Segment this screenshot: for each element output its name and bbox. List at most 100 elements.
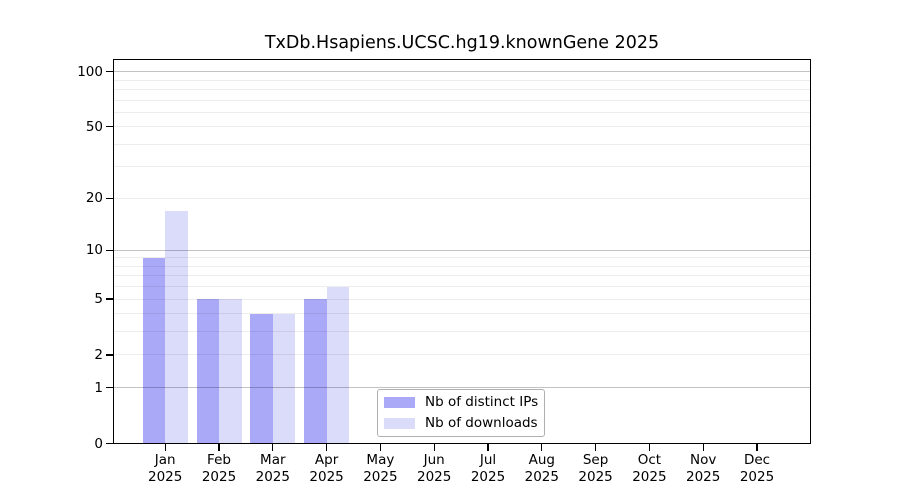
x-tick-mark [325,443,328,451]
major-gridline-100 [113,71,811,73]
x-tick-label-apr: Apr 2025 [291,452,363,487]
y-tick-label-0: 0 [94,435,103,452]
legend-swatch-distinct-ips [384,397,415,408]
minor-gridline-8 [113,265,811,267]
x-tick-year: 2025 [524,469,559,485]
legend-item-downloads: Nb of downloads [384,415,538,432]
x-tick-month: Dec [743,451,771,468]
legend-label-distinct-ips: Nb of distinct IPs [425,394,539,410]
y-tick-mark [106,197,113,199]
x-tick-month: Jan [154,451,176,468]
x-tick-year: 2025 [255,469,290,485]
y-tick-mark [106,249,113,251]
legend-swatch-downloads [384,418,415,429]
x-tick-month: Nov [690,451,717,468]
major-gridline-10 [113,249,811,251]
x-tick-label-jul: Jul 2025 [452,452,524,487]
minor-gridline-4 [113,313,811,315]
minor-gridline-2 [113,354,811,356]
x-tick-label-feb: Feb 2025 [183,452,255,487]
x-tick-mark [487,443,489,451]
x-tick-month: Feb [207,451,231,468]
minor-gridline-6 [113,286,811,288]
x-tick-month: Jul [479,451,497,468]
minor-gridline-30 [113,166,811,168]
legend: Nb of distinct IPs Nb of downloads [377,389,546,437]
y-tick-label-100: 100 [77,63,103,80]
x-tick-year: 2025 [201,469,237,485]
x-tick-mark [702,443,704,451]
x-tick-month: Jun [423,451,445,468]
x-tick-mark [272,443,274,451]
bar-downloads-feb [219,299,242,444]
x-tick-year: 2025 [632,469,667,485]
minor-gridline-90 [113,79,811,81]
y-tick-mark [106,386,113,389]
chart-title: TxDb.Hsapiens.UCSC.hg19.knownGene 2025 [264,33,660,53]
y-tick-label-5: 5 [94,291,103,308]
bar-downloads-mar [272,313,296,444]
x-tick-mark [433,443,435,451]
minor-gridline-7 [113,275,811,277]
minor-gridline-5 [113,298,811,300]
minor-gridline-80 [113,88,811,90]
x-tick-year: 2025 [309,469,344,485]
y-tick-label-10: 10 [85,242,103,259]
x-tick-month: Oct [637,451,662,468]
plot-area: Nb of distinct IPs Nb of downloads [113,59,811,444]
x-tick-month: Sep [582,451,609,468]
x-tick-year: 2025 [363,469,398,485]
x-tick-year: 2025 [148,469,183,485]
y-tick-label-2: 2 [94,346,103,363]
x-tick-year: 2025 [578,469,613,485]
major-gridline-1 [113,387,811,389]
minor-gridline-20 [113,197,811,199]
x-tick-mark [541,443,543,451]
minor-gridline-60 [113,111,811,113]
legend-label-downloads: Nb of downloads [425,415,538,431]
x-tick-label-jun: Jun 2025 [398,452,470,487]
minor-gridline-40 [113,143,811,145]
x-tick-mark [218,443,220,451]
x-tick-month: Mar [260,451,286,468]
x-tick-label-nov: Nov 2025 [667,452,739,487]
x-tick-label-dec: Dec 2025 [721,452,793,487]
y-tick-mark [106,298,113,300]
bar-downloads-jan [165,210,188,444]
x-tick-label-may: May 2025 [344,452,416,487]
bar-distinct-ips-mar [250,313,273,444]
minor-gridline-70 [113,99,811,101]
bar-downloads-apr [326,286,350,444]
bar-distinct-ips-apr [304,299,327,444]
y-tick-mark [106,126,113,128]
x-tick-mark [594,443,597,451]
minor-gridline-50 [113,126,811,128]
legend-item-distinct-ips: Nb of distinct IPs [384,394,538,411]
x-tick-year: 2025 [417,469,452,485]
x-tick-label-oct: Oct 2025 [613,452,685,487]
y-tick-mark [106,442,113,445]
x-tick-month: Aug [528,451,555,468]
x-tick-mark [648,443,651,451]
x-tick-year: 2025 [686,469,721,485]
x-tick-month: Apr [314,451,339,468]
y-tick-mark [106,354,113,356]
y-tick-label-50: 50 [85,118,103,135]
x-tick-label-aug: Aug 2025 [506,452,578,487]
x-tick-label-sep: Sep 2025 [560,452,632,487]
minor-gridline-3 [113,331,811,333]
x-tick-month: May [366,451,395,468]
x-tick-mark [756,443,758,451]
x-tick-year: 2025 [739,469,775,485]
y-tick-label-20: 20 [85,190,103,207]
x-tick-label-jan: Jan 2025 [129,452,201,487]
x-tick-year: 2025 [470,469,506,485]
y-tick-label-1: 1 [94,379,103,396]
bar-distinct-ips-jan [142,257,166,444]
x-tick-mark [164,443,166,451]
bar-distinct-ips-feb [196,299,219,444]
x-tick-mark [379,443,382,451]
y-tick-mark [106,70,113,73]
x-tick-label-mar: Mar 2025 [237,452,309,487]
